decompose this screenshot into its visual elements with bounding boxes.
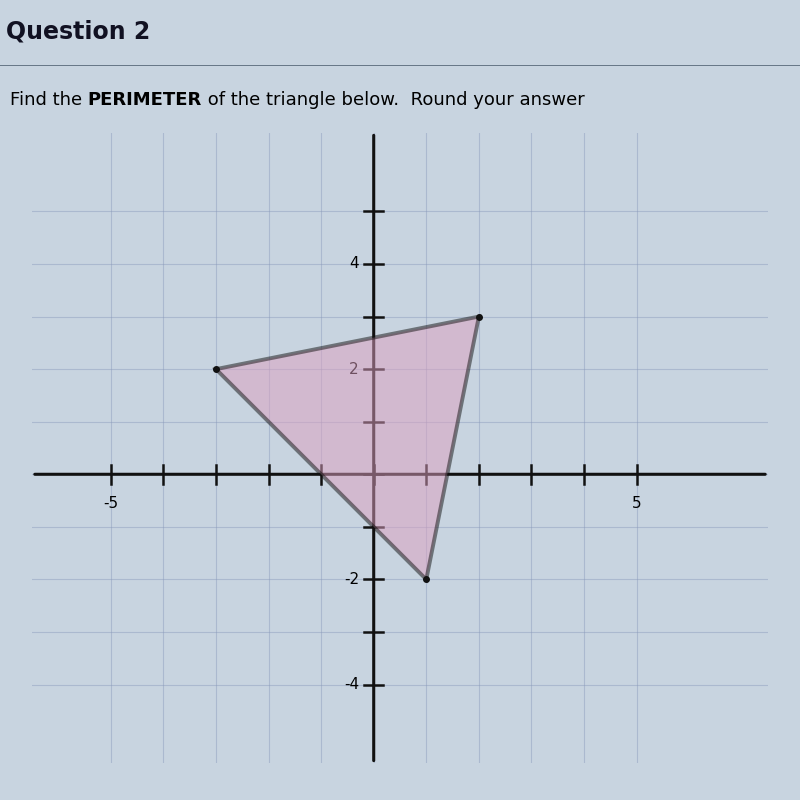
Text: 4: 4 xyxy=(350,257,359,271)
Text: Question 2: Question 2 xyxy=(6,19,150,43)
Text: 2: 2 xyxy=(350,362,359,377)
Text: 5: 5 xyxy=(632,496,642,511)
Text: -2: -2 xyxy=(344,572,359,587)
Polygon shape xyxy=(216,317,479,579)
Text: of the triangle below.  Round your answer: of the triangle below. Round your answer xyxy=(202,91,585,110)
Text: Find the: Find the xyxy=(10,91,87,110)
Text: PERIMETER: PERIMETER xyxy=(87,91,202,110)
Text: -5: -5 xyxy=(103,496,118,511)
Text: -4: -4 xyxy=(344,677,359,692)
